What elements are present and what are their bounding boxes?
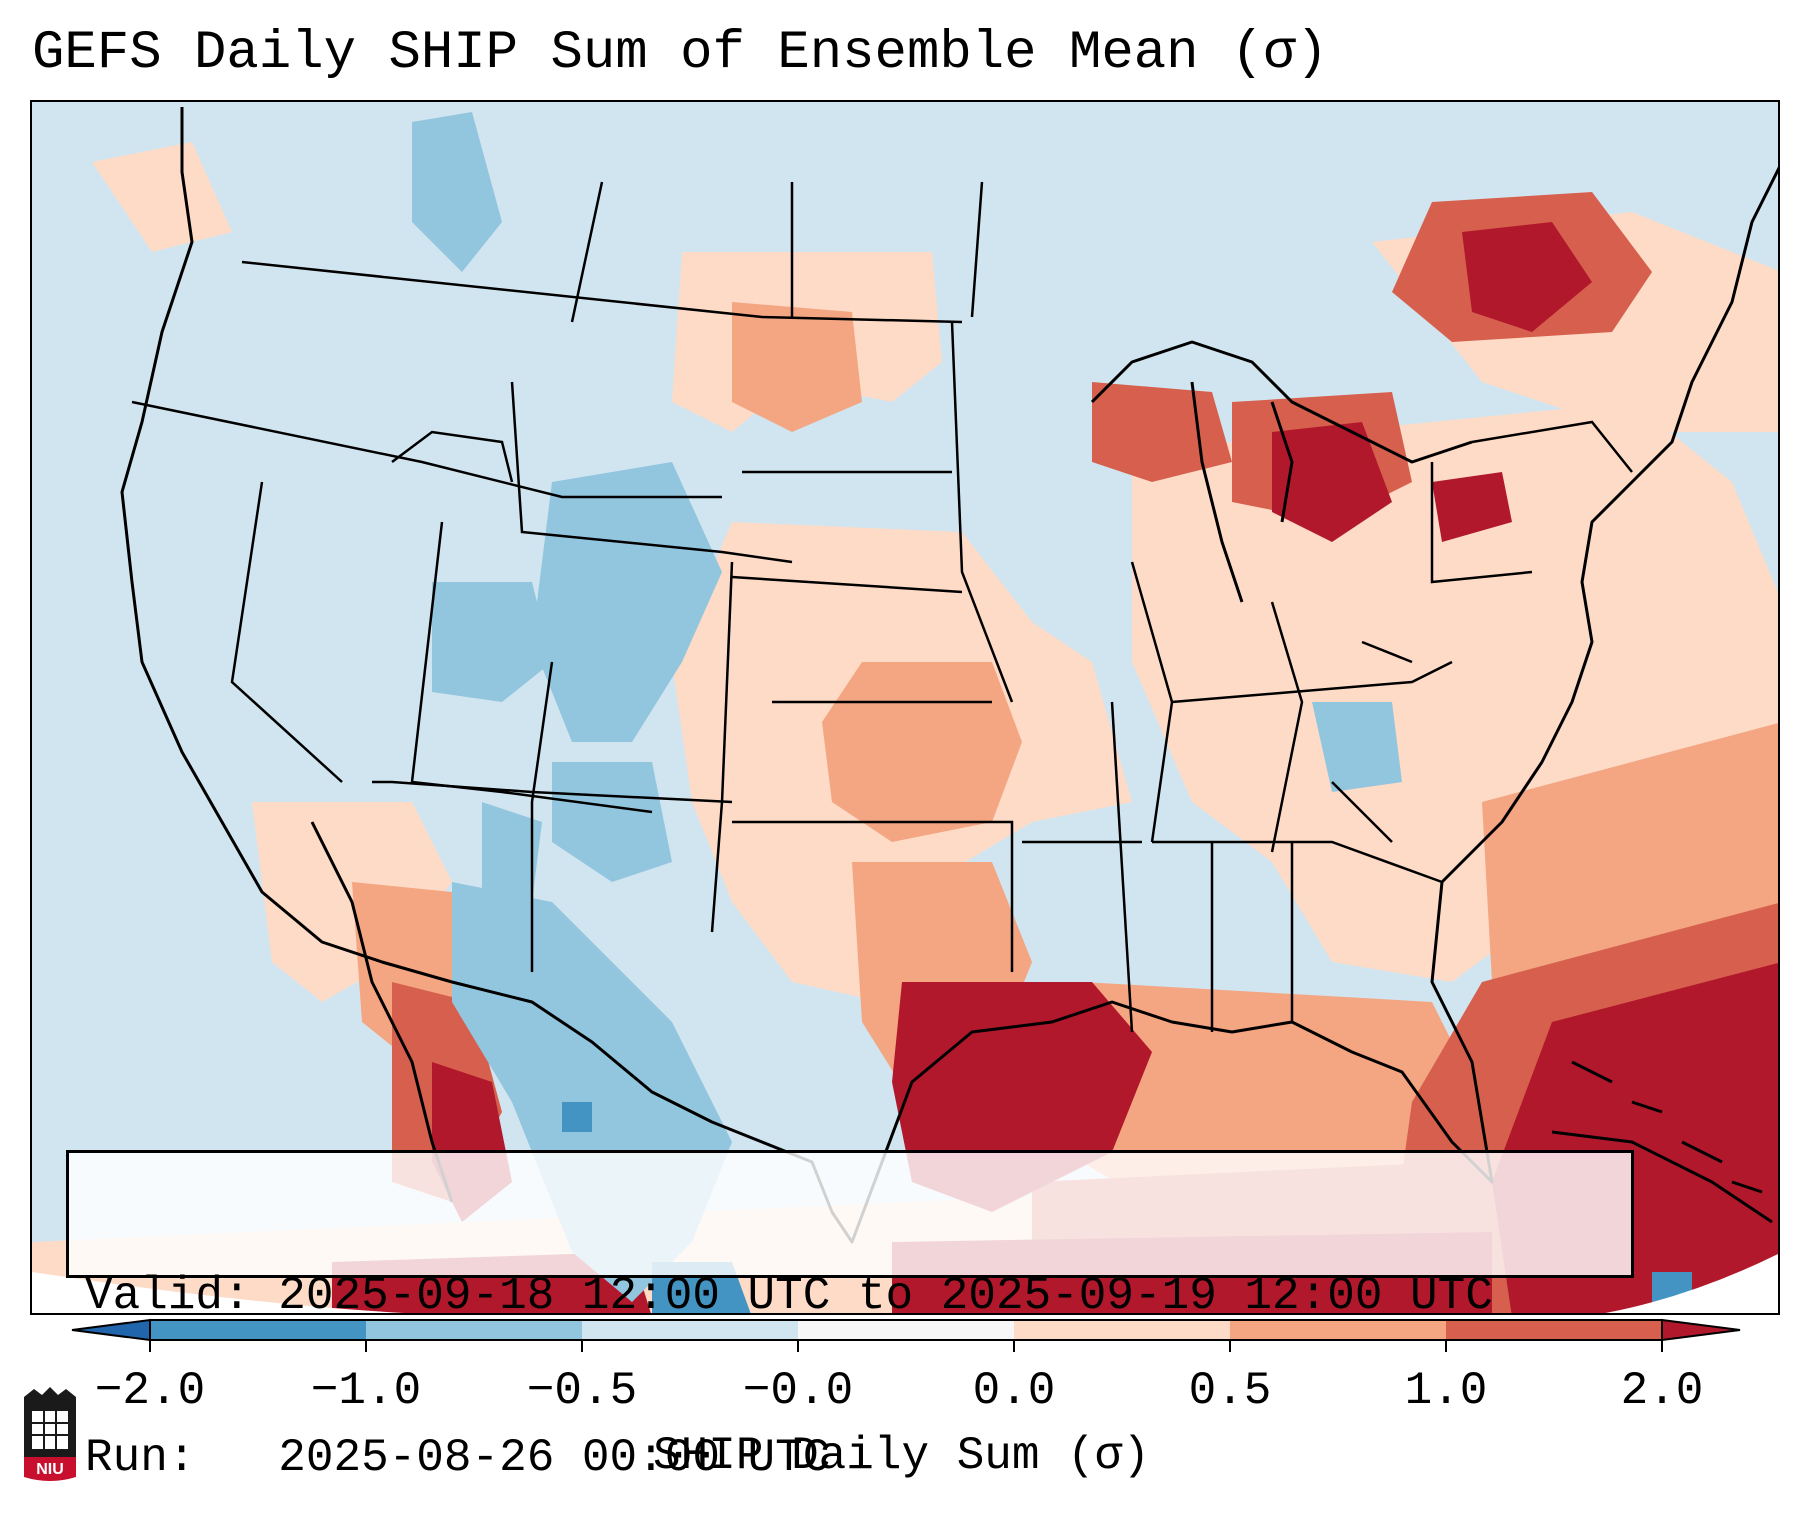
state-borders xyxy=(131,181,1633,1033)
colorbar-tick-label: −0.5 xyxy=(526,1365,638,1417)
logo-shield-base xyxy=(24,1457,76,1481)
run-value: 2025-08-26 00:00 UTC xyxy=(278,1432,831,1484)
colorbar-tick-label: 1.0 xyxy=(1404,1365,1488,1417)
colorbar-tick-label: −1.0 xyxy=(310,1365,422,1417)
colorbar-tick-label: −2.0 xyxy=(94,1365,206,1417)
logo-window xyxy=(32,1411,68,1449)
valid-time-box: Valid: 2025-09-18 12:00 UTC to 2025-09-1… xyxy=(66,1150,1634,1484)
niu-logo: NIU xyxy=(24,1387,76,1481)
valid-row: Valid: 2025-09-18 12:00 UTC to 2025-09-1… xyxy=(85,1269,1615,1323)
chart-title: GEFS Daily SHIP Sum of Ensemble Mean (σ) xyxy=(32,23,1329,84)
colorbar-tick-label: 0.5 xyxy=(1188,1365,1272,1417)
colorbar-over-extension xyxy=(1661,1318,1741,1342)
colorbar-tick-label: 0.0 xyxy=(972,1365,1056,1417)
valid-label: Valid: xyxy=(85,1270,251,1322)
colorbar-tick-label: −0.0 xyxy=(742,1365,854,1417)
map-corner-right xyxy=(1605,1253,1778,1313)
caribbean-islands xyxy=(1571,1060,1763,1194)
colorbar-label: SHIP Daily Sum (σ) xyxy=(653,1430,1150,1482)
map-svg xyxy=(32,102,1778,1313)
valid-value: 2025-09-18 12:00 UTC to 2025-09-19 12:00… xyxy=(278,1270,1493,1322)
run-row: Run: 2025-08-26 00:00 UTC xyxy=(85,1431,1615,1485)
run-label: Run: xyxy=(85,1432,196,1484)
logo-text: NIU xyxy=(36,1461,64,1478)
map-panel[interactable] xyxy=(30,100,1780,1315)
map-corner-left xyxy=(32,1272,405,1313)
colorbar-tick-label: 2.0 xyxy=(1620,1365,1704,1417)
